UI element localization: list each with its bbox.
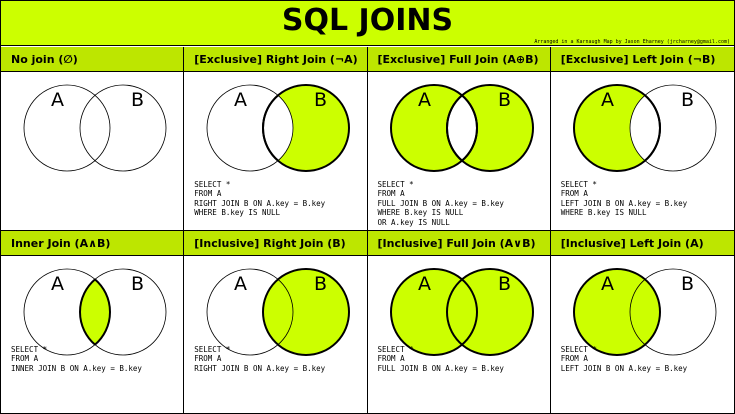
intersection-edge-a <box>94 278 111 346</box>
sql-snippet: SELECT * FROM A FULL JOIN B ON A.key = B.k… <box>378 345 504 373</box>
sql-line: LEFT JOIN B ON A.key = B.key <box>560 198 688 208</box>
sql-line: SELECT * <box>377 180 414 189</box>
circle-b-label: B <box>681 273 694 295</box>
circle-a-outline <box>389 268 478 356</box>
join-cell: No join (∅) A B <box>1 47 185 231</box>
circle-b-label: B <box>314 89 327 111</box>
join-cell: [Inclusive] Left Join (A) A B SELECT * FROM … <box>550 231 734 414</box>
sql-snippet: SELECT * FROM A FULL JOIN B ON A.key = B.k… <box>378 180 504 227</box>
sql-snippet: SELECT * FROM A INNER JOIN B ON A.key = B.… <box>11 345 142 373</box>
circle-a-label: A <box>601 273 614 295</box>
join-cell: [Inclusive] Full Join (A∨B) A B SELECT * FRO… <box>367 231 551 414</box>
sql-line: FULL JOIN B ON A.key = B.key <box>377 363 504 373</box>
region-b-fill <box>263 269 350 355</box>
sql-line: FROM A <box>560 354 588 364</box>
circle-b-label: B <box>498 89 511 111</box>
region-intersection-fill <box>80 269 110 355</box>
sql-line: SELECT * <box>560 180 597 189</box>
circle-b-label: B <box>314 273 327 295</box>
sql-line: LEFT JOIN B ON A.key = B.key <box>560 363 688 373</box>
join-cell: [Exclusive] Left Join (¬B) A B SELECT * FROM… <box>550 47 734 231</box>
intersection-edge-b <box>79 278 96 346</box>
sql-line: SELECT * <box>560 345 597 354</box>
circle-b-label: B <box>681 89 694 111</box>
circle-b-outline <box>629 84 717 172</box>
join-title: [Inclusive] Right Join (B) <box>184 231 367 256</box>
sql-line: WHERE B.key IS NULL <box>377 208 464 218</box>
region-b-fill <box>446 269 533 355</box>
edge-inner-b <box>460 94 478 162</box>
sql-line: WHERE B.key IS NULL <box>560 208 647 218</box>
circle-b-label: B <box>131 273 144 295</box>
sql-snippet: SELECT * FROM A LEFT JOIN B ON A.key = B.k… <box>561 180 687 218</box>
sql-line: RIGHT JOIN B ON A.key = B.key <box>194 198 326 208</box>
join-title: [Inclusive] Left Join (A) <box>550 231 734 256</box>
circle-b-outline <box>79 84 167 172</box>
edge-inner-a <box>262 94 279 162</box>
join-title: [Exclusive] Right Join (¬A) <box>184 47 367 72</box>
circle-b-outline <box>262 268 351 356</box>
circle-a-outline <box>572 268 661 356</box>
join-cell: [Exclusive] Right Join (¬A) A B SELECT * FRO… <box>184 47 368 231</box>
circle-a-label: A <box>418 89 431 111</box>
join-title: No join (∅) <box>1 47 184 72</box>
region-excluded <box>446 85 477 171</box>
join-title: [Exclusive] Left Join (¬B) <box>550 47 734 72</box>
page-title: SQL JOINS <box>281 3 454 38</box>
circle-a-outline <box>206 268 294 356</box>
sql-line: RIGHT JOIN B ON A.key = B.key <box>194 363 326 373</box>
join-title: Inner Join (A∧B) <box>1 231 184 256</box>
sql-line: INNER JOIN B ON A.key = B.key <box>11 363 142 373</box>
join-cell: Inner Join (A∧B) A B SELECT * FROM A INNER JO… <box>1 231 185 414</box>
circle-a-outline <box>206 84 294 172</box>
region-a-fill <box>573 269 660 355</box>
join-title: [Inclusive] Full Join (A∨B) <box>367 231 550 256</box>
sql-line: SELECT * <box>194 180 231 189</box>
circle-b-label: B <box>498 273 511 295</box>
sql-line: FROM A <box>377 354 405 364</box>
circle-a-label: A <box>234 273 247 295</box>
sql-line: SELECT * <box>377 345 414 354</box>
region-excluded <box>629 85 716 171</box>
join-cell: [Inclusive] Right Join (B) A B SELECT * FROM… <box>184 231 368 414</box>
sql-line: FROM A <box>560 189 588 199</box>
sql-snippet: SELECT * FROM A RIGHT JOIN B ON A.key = B.… <box>194 180 325 218</box>
circle-a-outline <box>23 84 111 172</box>
sql-line: FULL JOIN B ON A.key = B.key <box>377 198 504 208</box>
circle-a-label: A <box>234 89 247 111</box>
circle-a-label: A <box>418 273 431 295</box>
sql-snippet: SELECT * FROM A LEFT JOIN B ON A.key = B.k… <box>561 345 687 373</box>
circle-a-label: A <box>51 89 64 111</box>
circle-b-outline <box>629 268 717 356</box>
credit-line: Arranged in a Karnaugh Map by Jason Ehar… <box>534 39 730 45</box>
circle-b-outline <box>445 268 534 356</box>
sql-snippet: SELECT * FROM A RIGHT JOIN B ON A.key = B.… <box>194 345 325 373</box>
sql-line: SELECT * <box>11 345 48 354</box>
edge-inner-a <box>445 94 463 162</box>
circle-a-label: A <box>601 89 614 111</box>
sql-line: OR A.key IS NULL <box>377 217 450 227</box>
sql-line: WHERE B.key IS NULL <box>194 208 281 218</box>
sql-line: FROM A <box>194 189 222 199</box>
header-banner: SQL JOINS Arranged in a Karnaugh Map by … <box>1 1 734 46</box>
sql-line: SELECT * <box>194 345 231 354</box>
join-cell: [Exclusive] Full Join (A⊕B) A B SELECT * FRO… <box>367 47 551 231</box>
circle-a-label: A <box>51 273 64 295</box>
sql-line: FROM A <box>377 189 405 199</box>
join-title: [Exclusive] Full Join (A⊕B) <box>367 47 550 72</box>
region-excluded <box>207 85 294 171</box>
sql-line: FROM A <box>11 354 39 364</box>
sql-line: FROM A <box>194 354 222 364</box>
circle-b-label: B <box>131 89 144 111</box>
edge-inner-b <box>644 94 661 162</box>
